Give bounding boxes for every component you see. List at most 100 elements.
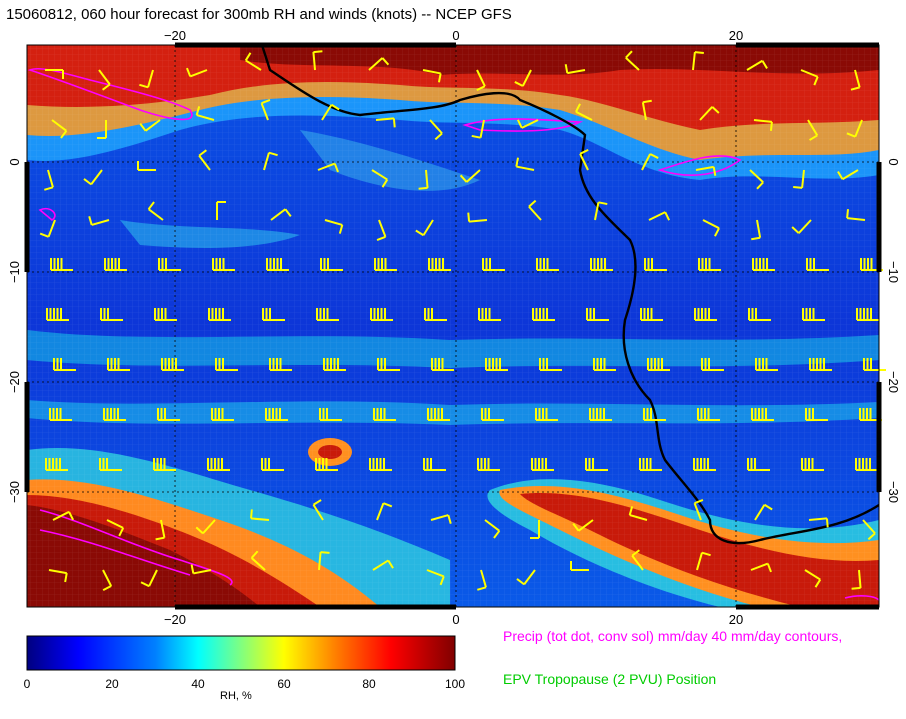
wind-barb — [106, 519, 125, 537]
wind-barb — [750, 562, 772, 573]
wind-barb — [161, 358, 184, 371]
lat-right-label: −20 — [886, 371, 901, 393]
lon-top-label: 0 — [452, 28, 459, 43]
wind-barb — [590, 258, 613, 271]
lat-left-label: −30 — [7, 481, 22, 503]
wind-barb — [428, 258, 451, 271]
wind-barb — [430, 514, 452, 524]
wind-barb — [266, 258, 289, 271]
wind-barb — [262, 308, 285, 321]
colorbar-ticks: 0 20 40 60 80 100 — [24, 677, 466, 691]
wind-barb — [139, 69, 154, 89]
wind-barb — [625, 50, 640, 71]
precip-contours — [27, 67, 879, 601]
wind-barb — [312, 50, 323, 71]
wind-barb — [415, 219, 434, 237]
wind-barb — [139, 119, 161, 132]
colorbar-tick: 40 — [191, 677, 205, 691]
wind-barb — [52, 510, 75, 521]
wind-barb — [44, 169, 54, 191]
wind-barb — [594, 201, 608, 221]
wind-barb — [320, 258, 343, 271]
wind-barb — [752, 258, 775, 271]
wind-barb — [371, 169, 389, 188]
wind-barb — [319, 408, 342, 421]
colorbar-label: RH, % — [220, 690, 252, 702]
wind-barb — [695, 165, 717, 176]
wind-barb — [426, 569, 445, 586]
wind-barb — [46, 308, 69, 321]
lat-left-label: 0 — [7, 158, 22, 165]
wind-barb — [45, 458, 68, 471]
wind-barb — [528, 199, 542, 221]
wind-barb — [477, 569, 487, 591]
wind-barb — [698, 258, 721, 271]
wind-barb — [216, 201, 226, 220]
wind-barb — [809, 358, 832, 371]
wind-barb — [471, 119, 485, 139]
wind-barb — [370, 308, 393, 321]
wind-barb — [579, 148, 589, 171]
wind-barb — [862, 519, 876, 541]
wind-barb — [154, 308, 177, 321]
wind-barb — [250, 509, 270, 521]
wind-barb — [250, 550, 266, 571]
wind-barb — [261, 458, 284, 471]
wind-barb — [316, 308, 339, 321]
wind-barb — [418, 169, 429, 190]
lat-left-label: −10 — [7, 261, 22, 283]
wind-barb — [467, 212, 488, 223]
wind-barb — [374, 258, 397, 271]
wind-barb — [153, 458, 176, 471]
wind-barb — [83, 169, 103, 186]
wind-barb — [324, 219, 344, 234]
wind-barb — [805, 408, 828, 421]
colorbar-tick: 20 — [105, 677, 119, 691]
lon-top-label: −20 — [164, 28, 186, 43]
wind-barb — [207, 458, 230, 471]
wind-barb — [478, 308, 501, 321]
colorbar-tick: 80 — [362, 677, 376, 691]
wind-barb — [585, 458, 608, 471]
wind-barb — [424, 308, 447, 321]
wind-barb — [317, 162, 339, 173]
precip-legend: Precip (tot dot, conv sol) mm/day 40 mm/… — [503, 628, 843, 644]
tropopause-line — [260, 45, 879, 545]
wind-barb — [808, 517, 829, 528]
lon-bottom-label: 20 — [729, 612, 743, 627]
wind-barb — [48, 569, 68, 583]
wind-barb — [589, 408, 612, 421]
wind-barb — [564, 64, 586, 75]
wind-barb — [312, 499, 324, 521]
lon-top-label: 20 — [729, 28, 743, 43]
wind-barb — [755, 358, 778, 371]
wind-barb — [837, 169, 859, 181]
wind-barb — [137, 161, 156, 171]
wind-barb — [190, 564, 212, 575]
lon-bottom-label: 0 — [452, 612, 459, 627]
wind-barb — [99, 458, 122, 471]
wind-barb — [751, 219, 762, 241]
wind-barb — [532, 308, 555, 321]
wind-barb — [482, 258, 505, 271]
rh-field — [27, 45, 879, 607]
wind-barb — [516, 569, 536, 586]
wind-barb — [586, 308, 609, 321]
wind-barb — [485, 358, 508, 371]
wind-barb — [753, 119, 773, 131]
wind-barb — [807, 119, 819, 141]
wind-barb — [53, 358, 76, 371]
wind-barb — [459, 169, 481, 183]
wind-barb — [631, 549, 644, 571]
wind-barbs — [39, 50, 886, 592]
wind-barb — [372, 559, 394, 571]
wind-barb — [693, 458, 716, 471]
wind-barb — [804, 569, 822, 588]
wind-barb — [749, 169, 764, 190]
wind-barb — [427, 408, 450, 421]
lon-bottom-label: −20 — [164, 612, 186, 627]
wind-barb — [754, 503, 773, 521]
wind-barb — [640, 308, 663, 321]
